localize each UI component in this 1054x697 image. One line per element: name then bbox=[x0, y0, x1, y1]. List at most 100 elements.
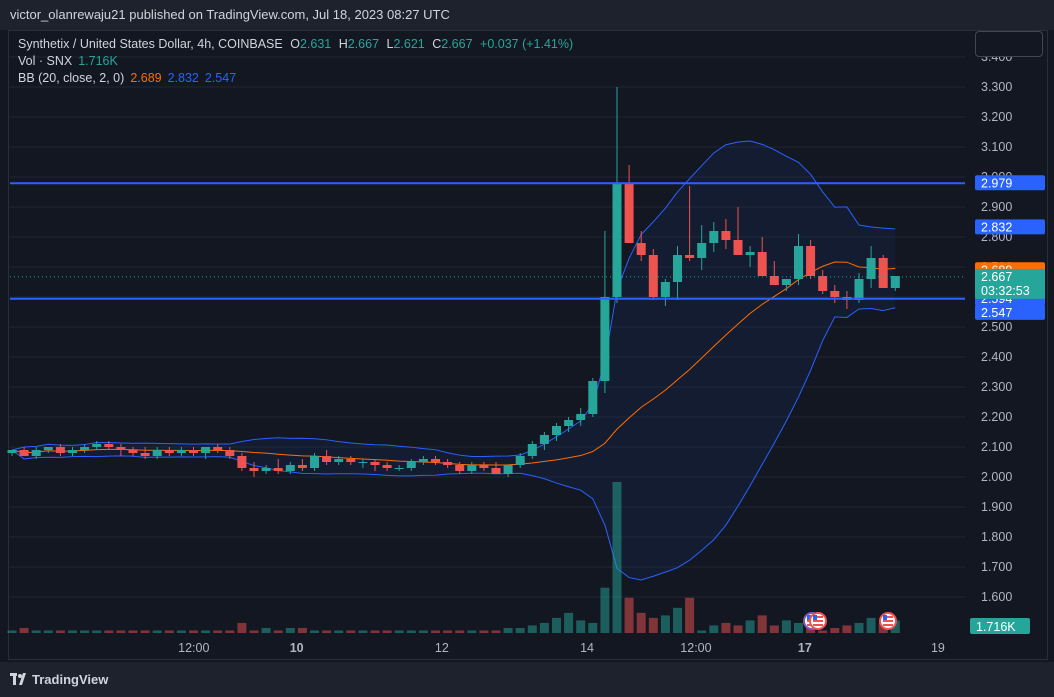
candle-body bbox=[104, 444, 114, 447]
candle-body bbox=[612, 183, 622, 297]
candle bbox=[7, 450, 17, 456]
candle-body bbox=[201, 447, 211, 453]
candle-body bbox=[189, 450, 198, 453]
volume-bar bbox=[213, 630, 223, 633]
volume-bar bbox=[104, 630, 114, 633]
volume-bar bbox=[431, 630, 440, 633]
us-flag-event-icon[interactable] bbox=[879, 612, 897, 630]
volume-bar bbox=[552, 617, 561, 633]
volume-bar bbox=[564, 612, 574, 633]
candle-body bbox=[310, 456, 319, 468]
volume-badge-label: 1.716K bbox=[976, 620, 1016, 634]
candle-body bbox=[334, 459, 344, 462]
open-value: 2.631 bbox=[299, 37, 332, 51]
candle bbox=[878, 255, 888, 288]
price-badge-label: 2.667 bbox=[981, 270, 1012, 284]
candle bbox=[443, 459, 453, 468]
price-badge: 2.547 bbox=[975, 304, 1045, 320]
price-badge-label: 2.832 bbox=[981, 220, 1012, 234]
volume-bar bbox=[624, 597, 634, 633]
candle-body bbox=[878, 258, 888, 288]
x-tick-label: 12:00 bbox=[178, 641, 209, 655]
candle-body bbox=[830, 291, 840, 297]
us-flag-event-icon-stripe bbox=[813, 616, 823, 618]
volume-label[interactable]: Vol · SNX bbox=[18, 54, 73, 68]
legend-bb-row: BB (20, close, 2, 0) 2.689 2.832 2.547 bbox=[18, 70, 573, 87]
candle bbox=[636, 231, 646, 261]
candle bbox=[128, 447, 138, 456]
volume-bar bbox=[443, 630, 453, 633]
volume-bar bbox=[249, 630, 259, 633]
y-tick-label: 1.600 bbox=[981, 590, 1012, 604]
candle bbox=[370, 459, 380, 471]
candle-body bbox=[443, 462, 453, 465]
low-value: 2.621 bbox=[393, 37, 425, 51]
x-tick-label: 10 bbox=[290, 641, 304, 655]
brand-name: TradingView bbox=[32, 672, 109, 687]
candle-body bbox=[527, 444, 537, 456]
horizontal-lines bbox=[10, 182, 965, 300]
price-badge-bg bbox=[975, 268, 1045, 299]
volume-bar bbox=[225, 630, 235, 633]
volume-bar bbox=[733, 625, 743, 633]
price-badge-bg bbox=[975, 219, 1045, 235]
candle-body bbox=[673, 255, 682, 282]
candle-body bbox=[866, 258, 876, 279]
volume-bar bbox=[515, 627, 525, 633]
us-flag-event-icon[interactable] bbox=[809, 612, 827, 630]
countdown-label: 03:32:53 bbox=[981, 284, 1030, 298]
candle-body bbox=[19, 450, 29, 456]
chart-frame[interactable] bbox=[8, 30, 1048, 660]
symbol-title[interactable]: Synthetix / United States Dollar, 4h, CO… bbox=[18, 37, 283, 51]
candle bbox=[31, 447, 41, 459]
chart-settings-button[interactable] bbox=[975, 31, 1043, 57]
volume-bar bbox=[648, 617, 658, 633]
bb-upper-value: 2.832 bbox=[167, 71, 199, 85]
change-value: +0.037 (+1.41%) bbox=[480, 37, 574, 51]
candle bbox=[92, 441, 102, 450]
candle bbox=[818, 270, 828, 294]
candle bbox=[140, 447, 150, 459]
volume-bar bbox=[673, 607, 682, 633]
volume-bar bbox=[588, 622, 598, 633]
candle-body bbox=[769, 276, 779, 285]
y-tick-label: 3.200 bbox=[981, 110, 1012, 124]
candle bbox=[225, 447, 235, 459]
candle-body bbox=[539, 435, 549, 444]
bb-lower-value: 2.547 bbox=[204, 71, 237, 85]
volume-bar bbox=[189, 630, 198, 633]
y-tick-label: 2.900 bbox=[981, 200, 1012, 214]
high-value: 2.667 bbox=[347, 37, 380, 51]
bb-label[interactable]: BB (20, close, 2, 0) bbox=[18, 71, 125, 85]
volume-bar bbox=[685, 597, 695, 633]
candle bbox=[697, 225, 707, 270]
candle-body bbox=[382, 465, 392, 468]
volume-bar bbox=[479, 630, 489, 633]
candle-body bbox=[709, 231, 719, 243]
x-tick-label: 12 bbox=[435, 641, 449, 655]
candle bbox=[479, 462, 489, 471]
y-tick-label: 2.200 bbox=[981, 410, 1012, 424]
volume-bar bbox=[334, 630, 344, 633]
candle bbox=[624, 165, 634, 243]
volume-bar bbox=[68, 630, 77, 633]
volume-bar bbox=[418, 630, 428, 633]
candle-body bbox=[660, 282, 670, 297]
candle-body bbox=[648, 255, 658, 297]
volume-bar bbox=[152, 630, 162, 633]
bb-fill bbox=[12, 140, 896, 581]
bb-mid-value: 2.689 bbox=[130, 71, 162, 85]
volume-bar bbox=[830, 627, 840, 633]
volume-bar bbox=[794, 622, 803, 633]
candle-body bbox=[721, 231, 731, 240]
close-value: 2.667 bbox=[441, 37, 473, 51]
candle bbox=[612, 87, 622, 303]
volume-bar bbox=[781, 620, 791, 633]
volume-bar bbox=[467, 630, 477, 633]
candle-body bbox=[636, 243, 646, 255]
y-tick-label: 2.300 bbox=[981, 380, 1012, 394]
candle bbox=[455, 462, 465, 474]
candle-body bbox=[455, 465, 465, 471]
low-label: L bbox=[386, 37, 394, 51]
